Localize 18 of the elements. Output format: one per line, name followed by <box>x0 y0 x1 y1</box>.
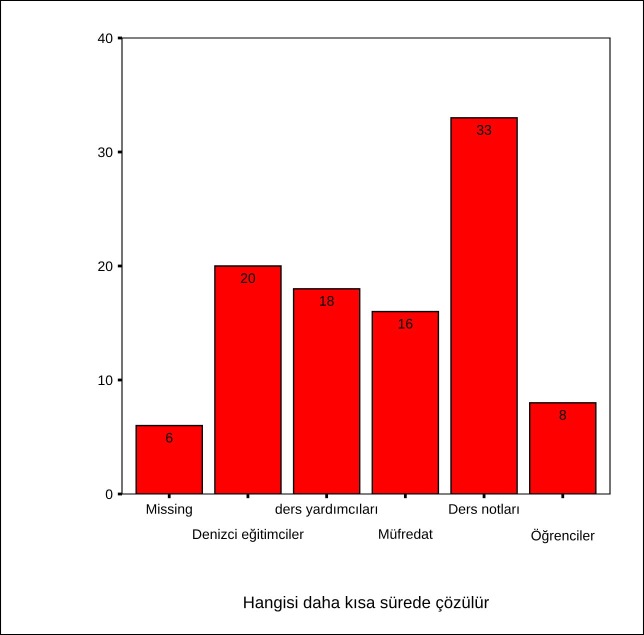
data-label: 16 <box>398 318 412 329</box>
x-tick-label: Denizci eğitimciler <box>193 528 304 542</box>
x-axis-title: Hangisi daha kısa sürede çözülür <box>244 596 489 612</box>
data-label: 8 <box>560 410 566 420</box>
y-tick-label: 30 <box>98 147 112 158</box>
data-label: 33 <box>476 125 492 135</box>
y-tick-label: 0 <box>106 489 112 500</box>
data-label: 18 <box>320 296 334 306</box>
x-tick-label: ders yardımcıları <box>276 504 378 517</box>
x-tick-label: Öğrenciler <box>531 528 595 544</box>
x-tick-label: Ders notları <box>449 504 519 514</box>
y-tick-label: 40 <box>98 33 112 44</box>
data-label: 20 <box>240 273 256 284</box>
x-tick-label: Müfredat <box>379 528 433 539</box>
y-tick-label: 10 <box>98 375 112 386</box>
y-tick-label: 20 <box>98 261 112 272</box>
x-tick-label: Missing <box>146 504 192 517</box>
data-label: 6 <box>166 432 172 443</box>
